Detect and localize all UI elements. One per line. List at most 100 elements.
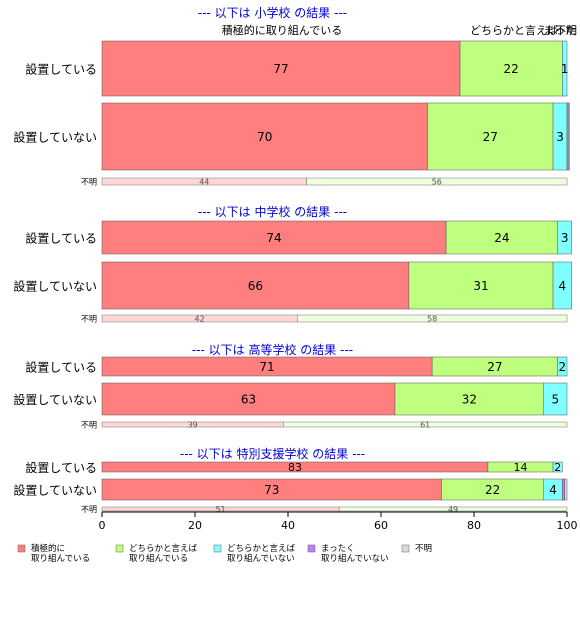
segment-value-label: 83 bbox=[288, 461, 302, 474]
unknown-row-label: 不明 bbox=[81, 505, 97, 514]
bar-segment bbox=[101, 102, 428, 171]
segment-value-label: 24 bbox=[494, 231, 509, 245]
unknown-segment bbox=[297, 314, 568, 323]
legend-entry: 積極的に取り組んでいる bbox=[17, 543, 90, 564]
legend-label: 積極的に bbox=[31, 543, 65, 554]
bar-segment bbox=[562, 40, 568, 97]
row-label: 設置している bbox=[25, 62, 97, 77]
bar-segment bbox=[445, 220, 558, 255]
bar-segment bbox=[557, 220, 572, 255]
axis-tick-label: 40 bbox=[281, 519, 295, 532]
unknown-row: 不明 42 58 bbox=[81, 314, 568, 324]
axis-tick-label: 100 bbox=[557, 519, 578, 532]
legend-swatch bbox=[307, 544, 316, 553]
unknown-row: 不明 51 49 bbox=[81, 505, 568, 514]
unknown-value-label: 42 bbox=[195, 315, 205, 324]
unknown-value-label: 61 bbox=[420, 421, 430, 430]
top-label: 不明 bbox=[555, 24, 577, 37]
bar-row: 設置していない 70 27 3 bbox=[13, 102, 570, 171]
legend-label: 不明 bbox=[415, 544, 432, 554]
segment-value-label: 71 bbox=[259, 360, 274, 374]
panel-3: --- 以下は 特別支援学校 の結果 --- 設置している 83 14 2 設置していない… bbox=[13, 446, 568, 514]
legend-label: 取り組んでいない bbox=[321, 553, 389, 564]
bar-segment bbox=[101, 382, 396, 416]
row-label: 設置していない bbox=[13, 483, 97, 498]
unknown-row: 不明 39 61 bbox=[81, 421, 568, 430]
segment-value-label: 70 bbox=[257, 130, 272, 144]
segment-value-label: 74 bbox=[266, 231, 281, 245]
row-label: 設置していない bbox=[13, 130, 97, 145]
legend-label: どちらかと言えば bbox=[129, 543, 198, 554]
row-label: 設置している bbox=[25, 231, 97, 246]
bar-row: 設置している 83 14 2 bbox=[25, 460, 563, 475]
bar-row: 設置している 77 22 1 bbox=[25, 40, 568, 97]
row-label: 設置している bbox=[25, 360, 97, 375]
segment-value-label: 31 bbox=[473, 279, 488, 293]
legend-label: どちらかと言えば bbox=[227, 543, 296, 554]
segment-value-label: 66 bbox=[248, 279, 263, 293]
unknown-value-label: 44 bbox=[199, 178, 209, 187]
legend-label: 取り組んでいる bbox=[129, 553, 188, 564]
segment-value-label: 32 bbox=[462, 393, 477, 407]
unknown-value-label: 49 bbox=[448, 505, 458, 514]
legend: 積極的に取り組んでいるどちらかと言えば取り組んでいるどちらかと言えば取り組んでい… bbox=[17, 543, 432, 564]
segment-value-label: 2 bbox=[554, 461, 561, 474]
top-label: まった bbox=[543, 24, 576, 37]
legend-swatch bbox=[115, 544, 124, 553]
bar-row: 設置している 74 24 3 bbox=[25, 220, 572, 255]
legend-swatch bbox=[213, 544, 222, 553]
bar-row: 設置している 71 27 2 bbox=[25, 356, 568, 377]
segment-value-label: 3 bbox=[561, 231, 569, 245]
axis-tick-label: 20 bbox=[188, 519, 202, 532]
row-label: 設置している bbox=[25, 460, 97, 475]
panel-2: --- 以下は 高等学校 の結果 --- 設置している 71 27 2 設置していない 63… bbox=[13, 342, 568, 430]
segment-value-label: 2 bbox=[559, 360, 567, 374]
unknown-value-label: 39 bbox=[188, 421, 198, 430]
segment-value-label: 27 bbox=[483, 130, 498, 144]
panel-1: --- 以下は 中学校 の結果 --- 設置している 74 24 3 設置していない 66 3… bbox=[13, 204, 572, 324]
bar-segment bbox=[564, 478, 568, 501]
bar-segment bbox=[552, 461, 563, 473]
segment-value-label: 77 bbox=[273, 62, 288, 76]
axis-tick-label: 0 bbox=[99, 519, 106, 532]
unknown-value-label: 58 bbox=[427, 315, 437, 324]
panel-title: --- 以下は 高等学校 の結果 --- bbox=[192, 342, 353, 357]
unknown-row-label: 不明 bbox=[81, 315, 97, 324]
segment-value-label: 5 bbox=[552, 393, 560, 407]
legend-entry: 不明 bbox=[401, 544, 432, 554]
bar-segment bbox=[543, 382, 568, 416]
segment-value-label: 4 bbox=[549, 483, 557, 497]
bar-segment bbox=[101, 220, 447, 255]
segment-value-label: 22 bbox=[485, 483, 500, 497]
unknown-segment bbox=[338, 506, 568, 512]
bar-segment bbox=[101, 40, 461, 97]
unknown-segment bbox=[306, 177, 568, 186]
panel-title: --- 以下は 特別支援学校 の結果 --- bbox=[180, 446, 365, 461]
segment-value-label: 14 bbox=[514, 461, 528, 474]
top-label: どちらかと言えば bbox=[470, 24, 558, 37]
legend-label: 取り組んでいない bbox=[227, 553, 295, 564]
bar-segment bbox=[557, 356, 568, 377]
segment-value-label: 3 bbox=[556, 130, 564, 144]
bar-row: 設置していない 73 22 4 bbox=[13, 478, 568, 501]
legend-label: 取り組んでいる bbox=[31, 553, 90, 564]
bar-segment bbox=[427, 102, 554, 171]
segment-value-label: 4 bbox=[559, 279, 567, 293]
row-label: 設置していない bbox=[13, 279, 97, 294]
bar-row: 設置していない 66 31 4 bbox=[13, 261, 572, 310]
panel-title: --- 以下は 中学校 の結果 --- bbox=[198, 204, 347, 219]
top-label: 積極的に取り組んでいる bbox=[222, 23, 342, 37]
bar-segment bbox=[408, 261, 554, 310]
bar-segment bbox=[394, 382, 545, 416]
bar-segment bbox=[552, 261, 572, 310]
axis-tick-label: 60 bbox=[374, 519, 388, 532]
bar-row: 設置していない 63 32 5 bbox=[13, 382, 568, 416]
x-axis: 0 20 40 60 80 100 bbox=[99, 511, 578, 532]
unknown-row: 不明 44 56 bbox=[81, 177, 568, 187]
unknown-row-label: 不明 bbox=[81, 421, 97, 430]
